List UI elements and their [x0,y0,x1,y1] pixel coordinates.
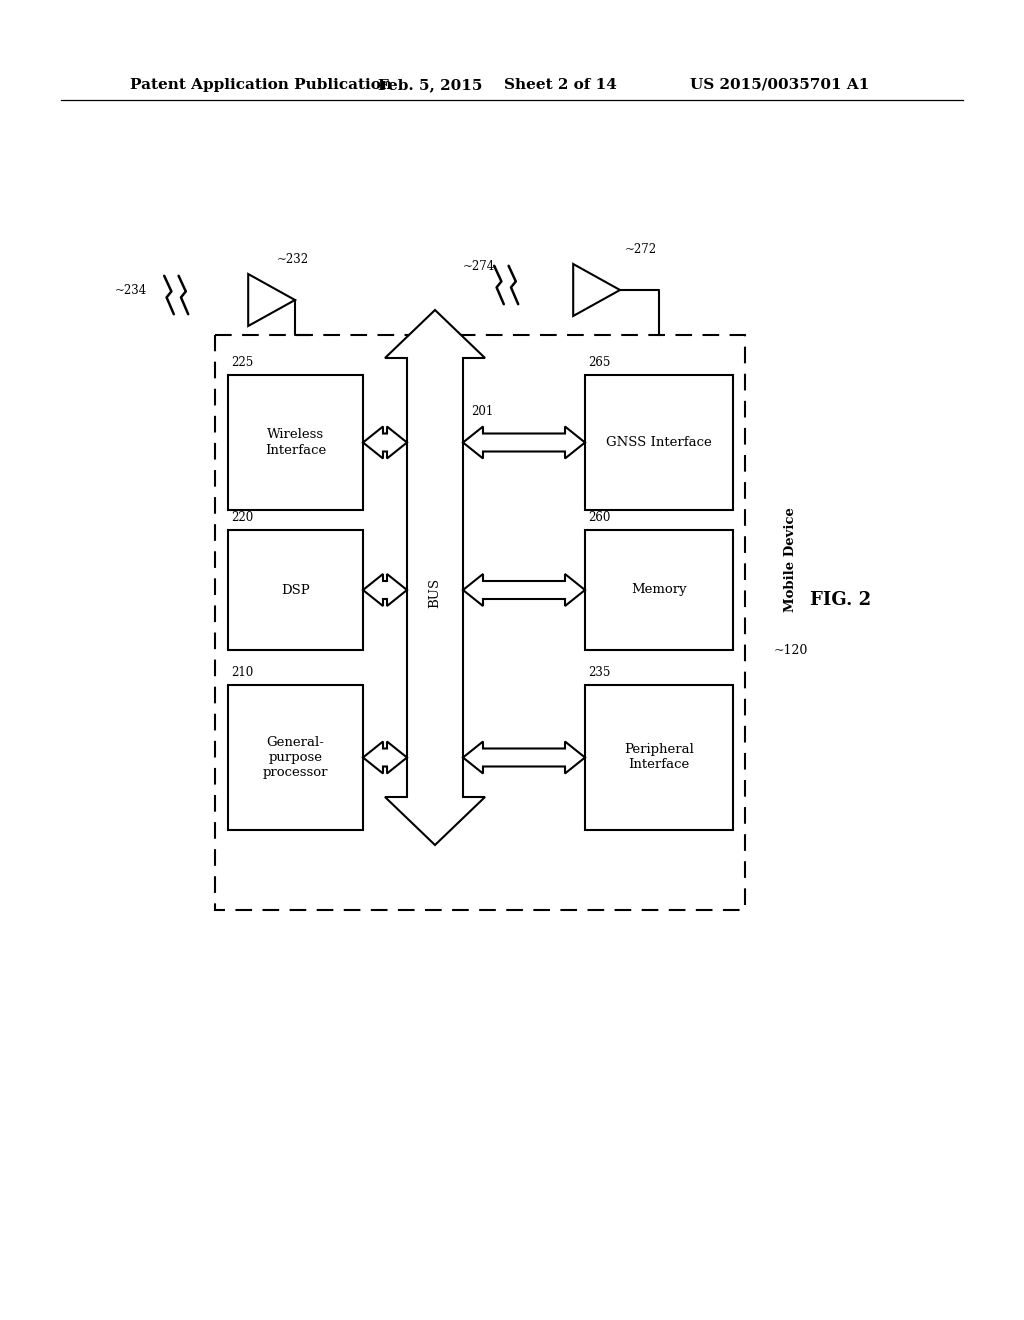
Text: Wireless
Interface: Wireless Interface [265,429,326,457]
Bar [585,375,733,510]
Text: DSP: DSP [282,583,310,597]
Text: 265: 265 [588,356,610,370]
Polygon shape [362,742,407,774]
Text: ~274: ~274 [463,260,495,273]
Text: Memory: Memory [631,583,687,597]
Bar [228,685,362,830]
Text: ~232: ~232 [276,253,309,267]
Bar [215,335,745,909]
Text: GNSS Interface: GNSS Interface [606,436,712,449]
Text: Patent Application Publication: Patent Application Publication [130,78,392,92]
Polygon shape [463,426,585,458]
Polygon shape [385,310,485,845]
Text: 201: 201 [471,405,494,418]
Bar [585,531,733,649]
Text: 260: 260 [588,511,610,524]
Text: BUS: BUS [428,577,441,607]
Text: ~234: ~234 [115,284,147,297]
Text: ~120: ~120 [774,644,808,656]
Text: Feb. 5, 2015: Feb. 5, 2015 [378,78,482,92]
Polygon shape [463,742,585,774]
Text: 235: 235 [588,667,610,678]
Text: 225: 225 [231,356,253,370]
Polygon shape [463,574,585,606]
Bar [228,531,362,649]
Text: General-
purpose
processor: General- purpose processor [263,737,329,779]
Polygon shape [362,574,407,606]
Text: Mobile Device: Mobile Device [783,508,797,612]
Text: US 2015/0035701 A1: US 2015/0035701 A1 [690,78,869,92]
Text: 220: 220 [231,511,253,524]
Polygon shape [573,264,620,315]
Text: 210: 210 [231,667,253,678]
Text: Sheet 2 of 14: Sheet 2 of 14 [504,78,616,92]
Bar [228,375,362,510]
Polygon shape [248,275,295,326]
Polygon shape [362,426,407,458]
Bar [585,685,733,830]
Text: FIG. 2: FIG. 2 [810,591,871,609]
Text: Peripheral
Interface: Peripheral Interface [624,743,694,771]
Text: ~272: ~272 [625,243,657,256]
